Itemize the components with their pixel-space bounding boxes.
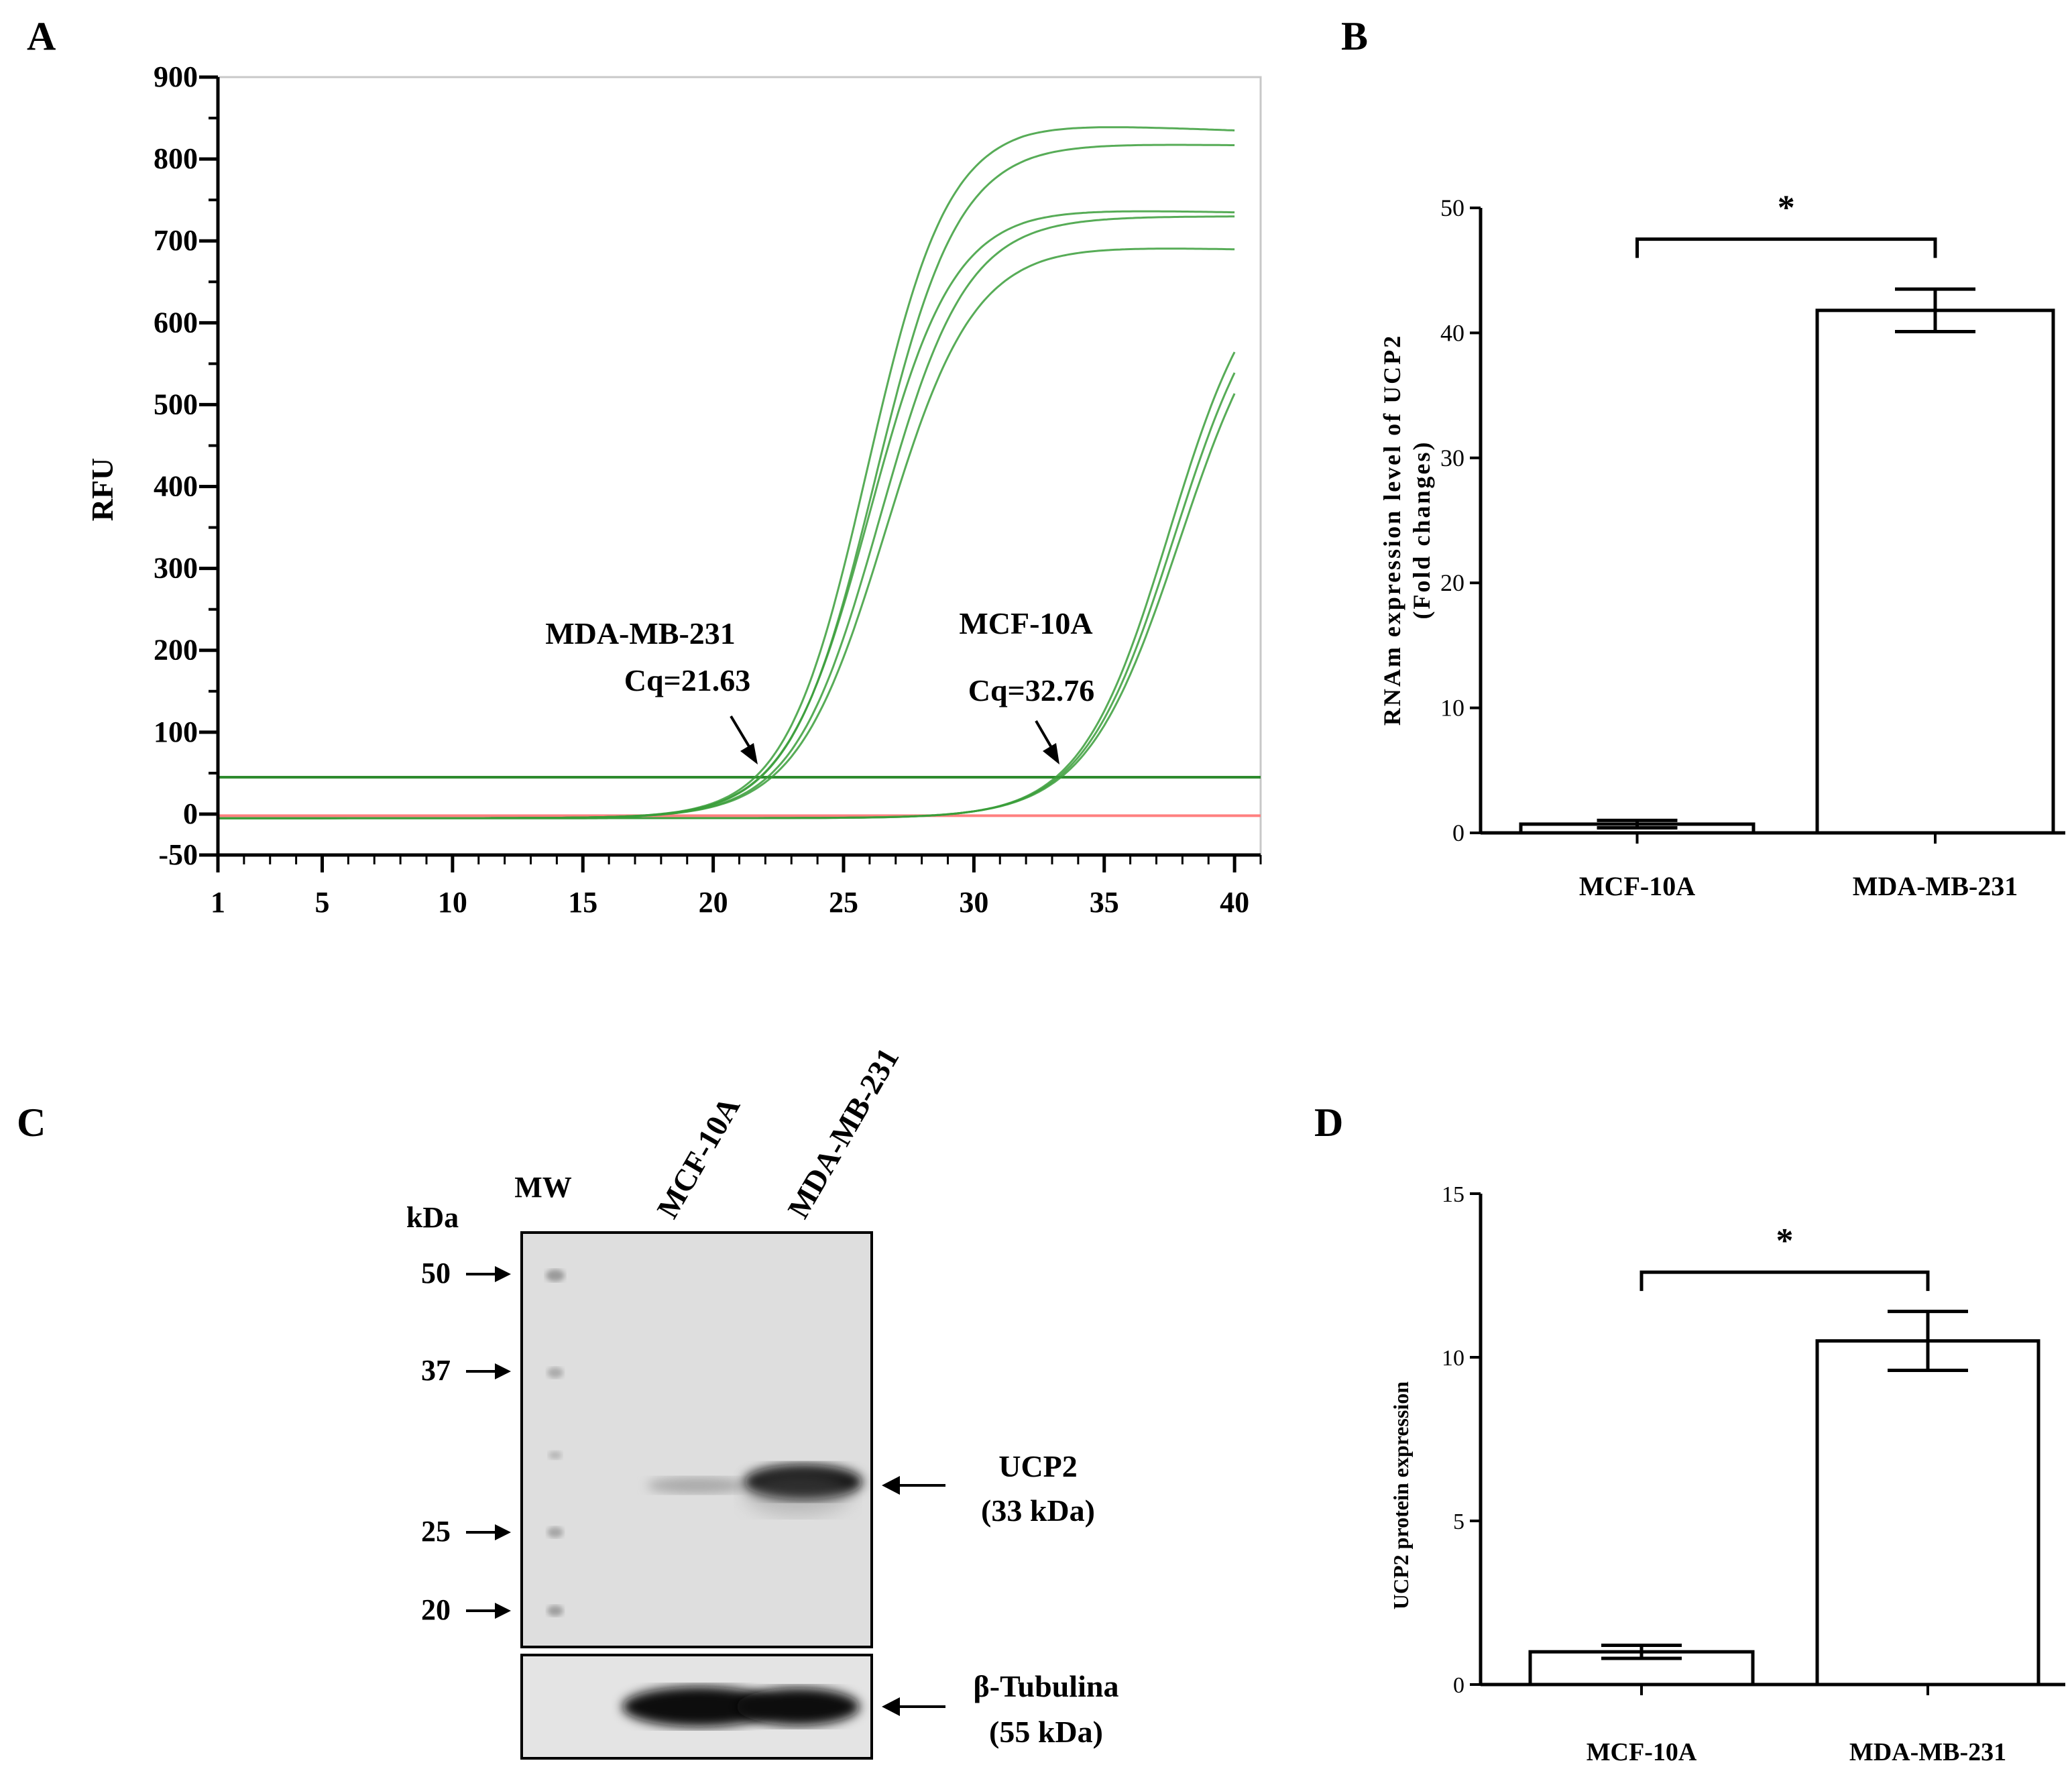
y-axis-label-d: UCP2 protein expression — [1389, 1381, 1413, 1609]
y-tick-label-a: 900 — [154, 60, 198, 93]
amplification-curve — [218, 393, 1236, 819]
ucp2-arrow — [882, 1476, 945, 1495]
y-axis-label-a: RFU — [85, 458, 119, 522]
y-tick-label: 5 — [1453, 1510, 1464, 1534]
protein-bar-chart: 0 5 10 15 MCF-10A MDA-MB-231 * UCP2 protein ex… — [1389, 1182, 2065, 1765]
y-tick-label: 10 — [1442, 1346, 1464, 1371]
x-tick-label-a: 35 — [1090, 886, 1119, 919]
y-tick-label: 40 — [1440, 319, 1464, 346]
panel-label-d: D — [1314, 1100, 1344, 1145]
significance-marker: * — [1778, 189, 1795, 227]
ucp2-band-mcf10a — [647, 1477, 748, 1493]
lane-label-mcf10a: MCF-10A — [650, 1091, 746, 1224]
mw-ladder — [546, 1269, 565, 1616]
ucp2-membrane — [520, 1231, 873, 1648]
plot-area-a — [217, 76, 1262, 856]
western-blot: MW MCF-10A MDA-MB-231 kDa 50 37 25 20 UC… — [406, 1042, 1119, 1760]
x-tick-label-a: 15 — [568, 886, 597, 919]
tubulin-kda: (55 kDa) — [989, 1715, 1103, 1749]
annotation-mcf-label: MCF-10A — [959, 606, 1092, 640]
x-tick-label-a: 25 — [829, 886, 858, 919]
x-tick-label-a: 5 — [315, 886, 330, 919]
y-tick-label: 10 — [1440, 695, 1464, 722]
y-tick-label: 50 — [1440, 194, 1464, 221]
kda-label: kDa — [406, 1201, 459, 1234]
y-tick-label: 30 — [1440, 445, 1464, 471]
x-tick-label-a: 1 — [211, 886, 225, 919]
category-label: MCF-10A — [1579, 871, 1695, 901]
y-tick-label: 0 — [1453, 1673, 1464, 1698]
panel-label-b: B — [1341, 14, 1369, 58]
annotation-mda-label: MDA-MB-231 — [545, 616, 736, 650]
y-tick-label-a: 100 — [154, 716, 198, 748]
y-tick-label-a: 800 — [154, 142, 198, 175]
bar — [1815, 1339, 2040, 1687]
annotation-mda-arrow — [730, 715, 758, 764]
annotation-mcf-cq: Cq=32.76 — [968, 673, 1095, 707]
ucp2-kda: (33 kDa) — [981, 1493, 1095, 1528]
y-tick-label-a: 0 — [183, 797, 198, 830]
marker-25: 25 — [421, 1515, 451, 1548]
y-tick-label-a: -50 — [158, 838, 198, 871]
tubulin-label: β-Tubulina — [974, 1669, 1119, 1703]
y-tick-label-a: 500 — [154, 388, 198, 420]
y-tick-label-a: 400 — [154, 470, 198, 503]
y-tick-label: 15 — [1442, 1182, 1464, 1207]
category-label: MCF-10A — [1587, 1738, 1697, 1765]
y-axis-label-b-line1: RNAm expression level of UCP2 — [1379, 334, 1405, 726]
x-tick-label-a: 20 — [699, 886, 728, 919]
marker-20-arrow — [466, 1603, 511, 1619]
ucp2-label: UCP2 — [998, 1449, 1078, 1483]
marker-50-arrow — [466, 1266, 511, 1282]
rna-bar-chart: 0 10 20 30 40 50 MCF-10A MDA-MB-231 * RNAm expre… — [1379, 189, 2065, 901]
annotation-mda-cq: Cq=21.63 — [624, 663, 751, 697]
annotation-mcf-arrow — [1035, 720, 1059, 764]
y-tick-label: 20 — [1440, 569, 1464, 596]
marker-20: 20 — [421, 1593, 451, 1626]
marker-37: 37 — [421, 1354, 451, 1387]
y-axis-label-b-line2: (Fold changes) — [1408, 441, 1435, 620]
marker-37-arrow — [466, 1363, 511, 1379]
marker-50: 50 — [421, 1257, 451, 1290]
significance-marker: * — [1776, 1222, 1794, 1260]
bar — [1815, 308, 2055, 835]
x-tick-label-a: 30 — [959, 886, 988, 919]
significance-bracket — [1635, 237, 1937, 258]
category-label: MDA-MB-231 — [1853, 871, 2018, 901]
tubulin-arrow — [882, 1697, 945, 1716]
y-tick-label: 0 — [1452, 819, 1464, 846]
marker-25-arrow — [466, 1524, 511, 1540]
y-tick-label-a: 600 — [154, 306, 198, 339]
significance-bracket — [1639, 1270, 1930, 1292]
x-tick-label-a: 10 — [438, 886, 467, 919]
lane-label-mw: MW — [514, 1171, 572, 1204]
ucp2-band-mda-halo — [744, 1469, 852, 1515]
y-tick-label-a: 700 — [154, 224, 198, 257]
panel-label-a: A — [27, 14, 56, 58]
lane-label-mda: MDA-MB-231 — [781, 1042, 905, 1224]
tubulin-band-mda — [736, 1688, 860, 1725]
y-tick-label-a: 300 — [154, 552, 198, 585]
x-tick-label-a: 40 — [1220, 886, 1249, 919]
panel-label-c: C — [17, 1100, 46, 1145]
tubulin-band-mcf10a — [622, 1687, 776, 1727]
category-label: MDA-MB-231 — [1849, 1738, 2006, 1765]
y-tick-label-a: 200 — [154, 634, 198, 667]
